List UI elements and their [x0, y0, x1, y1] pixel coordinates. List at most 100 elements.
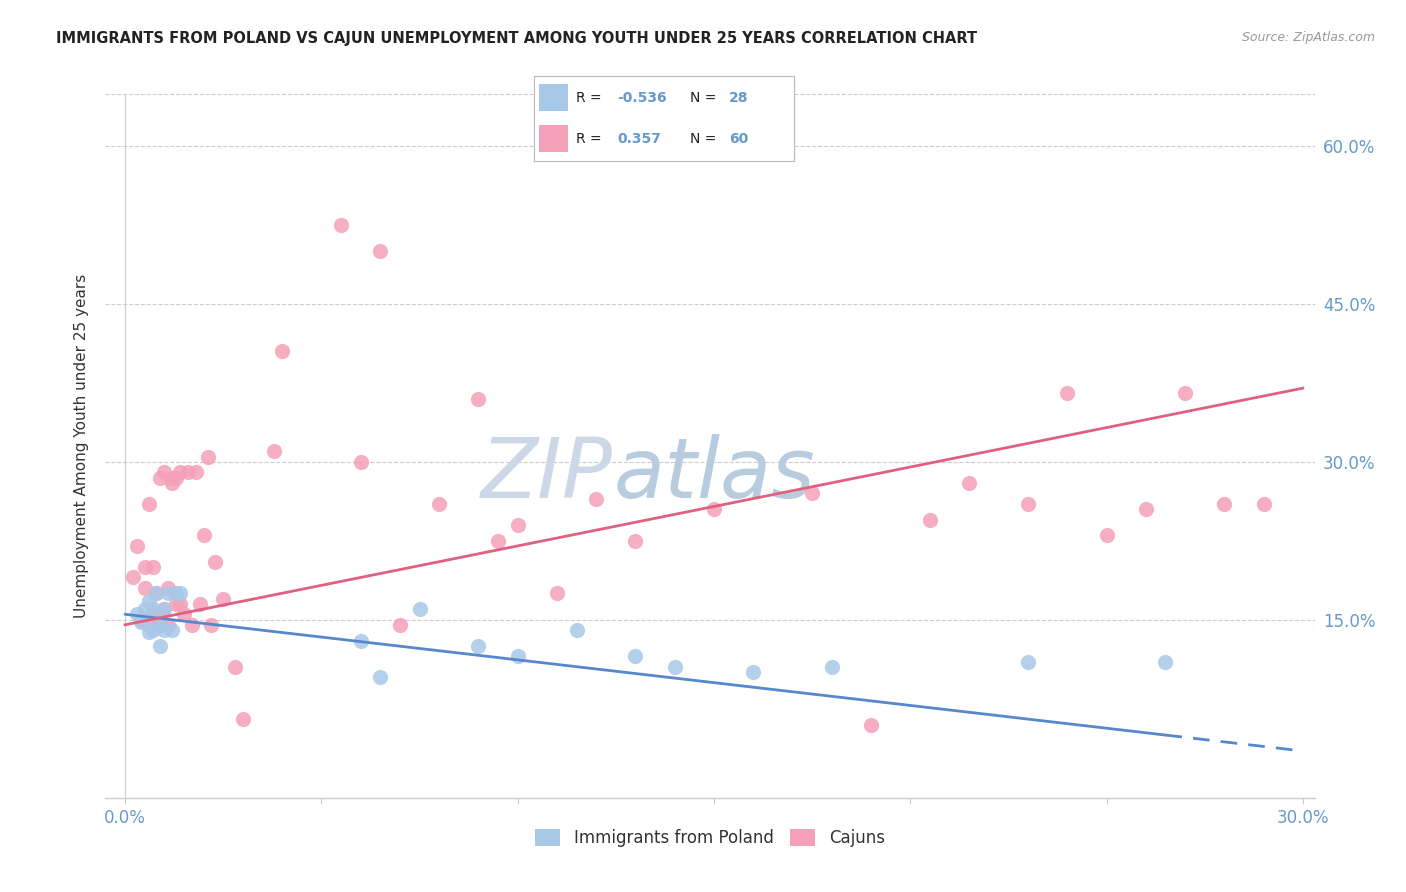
Point — [142, 607, 165, 622]
Point — [368, 244, 391, 259]
Bar — [540, 125, 568, 152]
Point — [177, 465, 200, 479]
Point — [122, 570, 145, 584]
Point — [742, 665, 765, 680]
Point — [486, 533, 509, 548]
Point — [1017, 497, 1039, 511]
Point — [368, 670, 391, 684]
Point — [467, 392, 489, 406]
Point — [165, 586, 187, 600]
Point — [165, 470, 187, 484]
Point — [624, 533, 647, 548]
Text: Source: ZipAtlas.com: Source: ZipAtlas.com — [1241, 31, 1375, 45]
Point — [188, 597, 211, 611]
Text: N =: N = — [690, 91, 721, 105]
Point — [193, 528, 215, 542]
Point — [173, 607, 195, 622]
Point — [129, 613, 152, 627]
Point — [408, 602, 430, 616]
Point — [232, 713, 254, 727]
Text: R =: R = — [576, 91, 606, 105]
Point — [859, 717, 882, 731]
Point — [153, 602, 176, 616]
Point — [157, 581, 180, 595]
Point — [142, 623, 165, 637]
Point — [224, 660, 246, 674]
Text: -0.536: -0.536 — [617, 91, 666, 105]
Point — [157, 617, 180, 632]
Point — [169, 586, 191, 600]
Point — [212, 591, 235, 606]
Point — [142, 602, 165, 616]
Point — [957, 475, 980, 490]
Point — [200, 617, 222, 632]
Point — [134, 602, 156, 616]
Point — [263, 444, 285, 458]
Point — [204, 555, 226, 569]
Point — [160, 470, 183, 484]
Point — [134, 581, 156, 595]
Point — [125, 607, 148, 622]
Text: atlas: atlas — [613, 434, 815, 515]
Point — [703, 502, 725, 516]
Point — [149, 470, 172, 484]
Text: 28: 28 — [730, 91, 749, 105]
Point — [160, 623, 183, 637]
Text: N =: N = — [690, 131, 721, 145]
Text: 60: 60 — [730, 131, 748, 145]
Point — [467, 639, 489, 653]
Point — [1253, 497, 1275, 511]
Point — [330, 218, 353, 232]
Point — [145, 586, 167, 600]
Point — [506, 517, 529, 532]
Point — [142, 560, 165, 574]
Point — [388, 617, 411, 632]
Point — [180, 617, 202, 632]
Point — [145, 607, 167, 622]
Point — [149, 639, 172, 653]
Point — [169, 597, 191, 611]
Point — [129, 615, 152, 629]
Point — [427, 497, 450, 511]
Point — [1135, 502, 1157, 516]
Point — [145, 586, 167, 600]
Point — [125, 539, 148, 553]
Point — [546, 586, 568, 600]
Point — [624, 649, 647, 664]
Point — [138, 497, 160, 511]
Y-axis label: Unemployment Among Youth under 25 years: Unemployment Among Youth under 25 years — [75, 274, 90, 618]
Text: 0.357: 0.357 — [617, 131, 661, 145]
Point — [165, 597, 187, 611]
Point — [801, 486, 824, 500]
Point — [134, 560, 156, 574]
Point — [153, 465, 176, 479]
Point — [149, 617, 172, 632]
Point — [506, 649, 529, 664]
Point — [1174, 386, 1197, 401]
Text: IMMIGRANTS FROM POLAND VS CAJUN UNEMPLOYMENT AMONG YOUTH UNDER 25 YEARS CORRELAT: IMMIGRANTS FROM POLAND VS CAJUN UNEMPLOY… — [56, 31, 977, 46]
Point — [1017, 655, 1039, 669]
Point — [153, 623, 176, 637]
Legend: Immigrants from Poland, Cajuns: Immigrants from Poland, Cajuns — [529, 822, 891, 854]
Bar — [540, 85, 568, 112]
Point — [1056, 386, 1078, 401]
Text: ZIP: ZIP — [481, 434, 613, 515]
Point — [821, 660, 844, 674]
Point — [1095, 528, 1118, 542]
Point — [169, 465, 191, 479]
Point — [138, 617, 160, 632]
Text: R =: R = — [576, 131, 606, 145]
Point — [664, 660, 686, 674]
Point — [565, 623, 588, 637]
Point — [138, 625, 160, 640]
Point — [197, 450, 219, 464]
Point — [138, 593, 160, 607]
Point — [349, 633, 371, 648]
Point — [160, 475, 183, 490]
Point — [153, 602, 176, 616]
Point — [157, 586, 180, 600]
Point — [585, 491, 607, 506]
Point — [149, 617, 172, 632]
Point — [349, 455, 371, 469]
Point — [918, 513, 941, 527]
